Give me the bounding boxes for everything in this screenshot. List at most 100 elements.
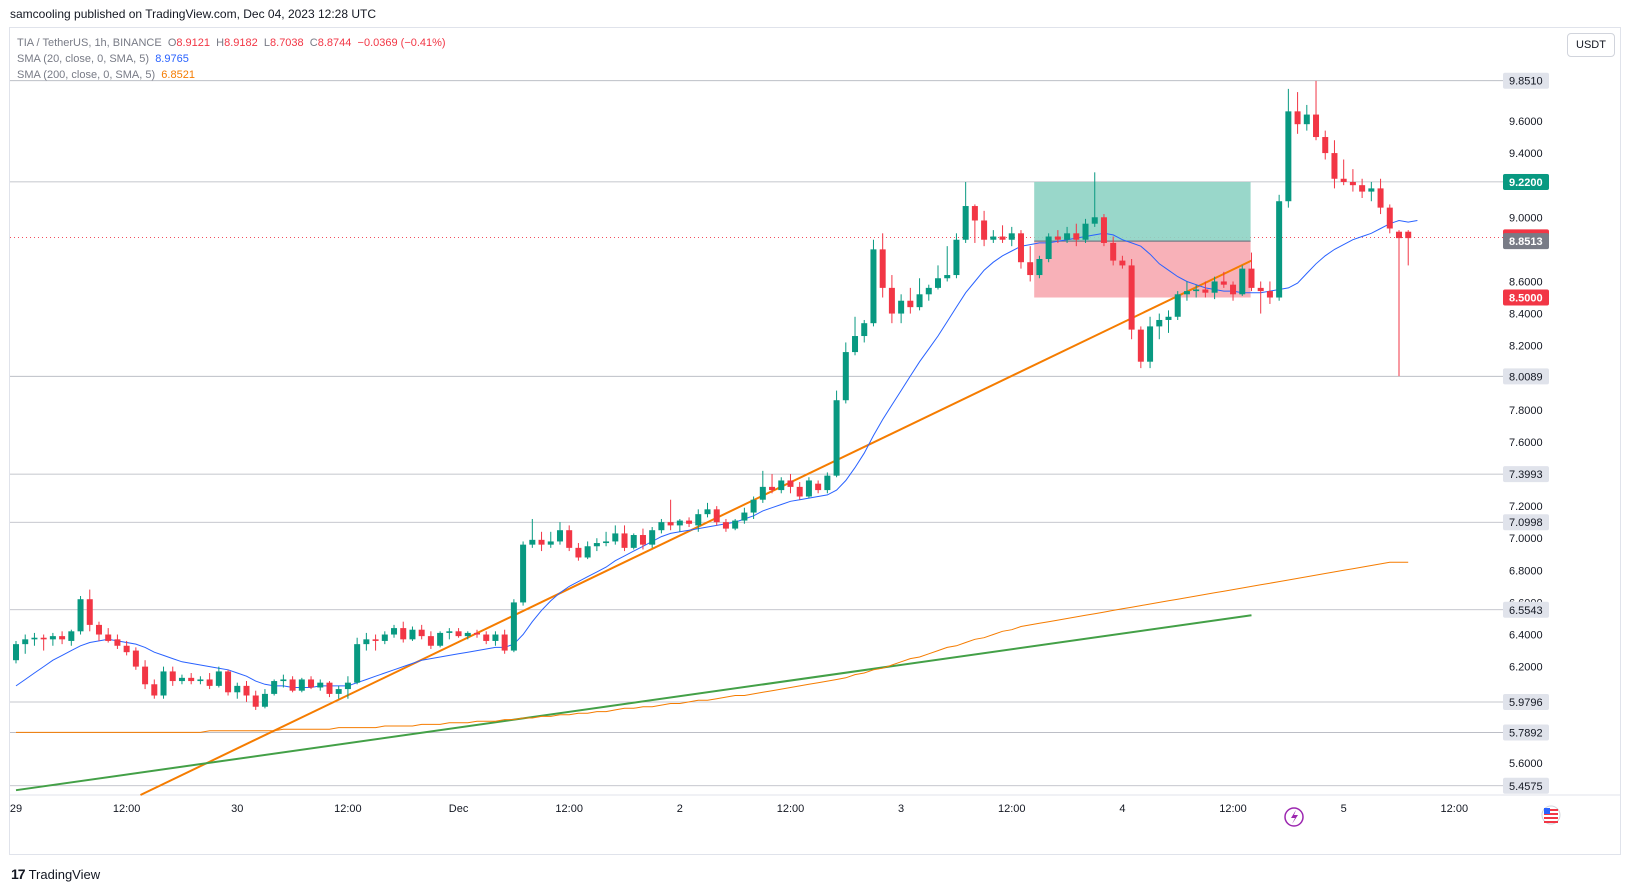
- event-markers: [1284, 805, 1561, 827]
- currency-button[interactable]: USDT: [1567, 33, 1615, 57]
- y-tick-label: 8.6000: [1509, 276, 1543, 288]
- candle-body: [188, 677, 195, 682]
- candle-body: [621, 533, 628, 548]
- symbol-label[interactable]: TIA / TetherUS, 1h, BINANCE: [17, 37, 162, 49]
- candle-body: [1285, 111, 1292, 202]
- sma200-row[interactable]: SMA (200, close, 0, SMA, 5) 6.8521: [17, 67, 446, 83]
- level-label-box: [1503, 466, 1549, 483]
- candle-body: [1294, 111, 1301, 125]
- level-label-box: [1503, 72, 1549, 89]
- candle-body: [1082, 223, 1089, 240]
- candle-body: [778, 480, 785, 491]
- candle-body: [593, 543, 600, 547]
- x-tick-label: 12:00: [113, 803, 141, 815]
- candle-body: [815, 483, 822, 491]
- candle-body: [132, 650, 139, 667]
- high-value: 8.9182: [224, 37, 258, 49]
- candle-body: [1211, 281, 1218, 293]
- trendlines: [15, 259, 1252, 796]
- candle-body: [298, 679, 305, 691]
- candle-body: [1036, 258, 1043, 276]
- candle-body: [160, 671, 167, 696]
- candle-body: [243, 685, 250, 696]
- candle-body: [400, 628, 407, 640]
- candle-body: [1193, 289, 1200, 292]
- candle-body: [888, 287, 895, 314]
- candle-body: [833, 400, 840, 476]
- x-tick-label: 2: [677, 803, 683, 815]
- tradingview-brand[interactable]: 17 TradingView: [11, 866, 100, 882]
- candle-body: [95, 624, 102, 635]
- x-tick-label: 4: [1119, 803, 1125, 815]
- price-badge: [1503, 289, 1549, 306]
- candle-body: [556, 530, 563, 542]
- candle-body: [787, 480, 794, 487]
- price-badge-label: 8.8513: [1509, 236, 1543, 248]
- sma20-label: SMA (20, close, 0, SMA, 5): [17, 53, 150, 65]
- candle-body: [1174, 294, 1181, 317]
- candle-body: [391, 628, 398, 635]
- candle-body: [261, 693, 268, 707]
- candle-body: [741, 512, 748, 521]
- candle-body: [1405, 231, 1412, 239]
- y-tick-label: 6.2000: [1509, 662, 1543, 674]
- candle-body: [225, 671, 232, 693]
- y-tick-label: 7.6000: [1509, 437, 1543, 449]
- lightning-event-icon[interactable]: [1284, 807, 1304, 827]
- candle-body: [962, 206, 969, 240]
- sma20-value: 8.9765: [155, 53, 189, 65]
- candle-body: [1156, 319, 1163, 327]
- candle-body: [289, 679, 296, 691]
- level-label: 5.4575: [1509, 781, 1543, 793]
- sma20-row[interactable]: SMA (20, close, 0, SMA, 5) 8.9765: [17, 51, 446, 67]
- x-tick-label: 12:00: [1441, 803, 1469, 815]
- candle-body: [510, 602, 517, 651]
- candle-body: [667, 522, 674, 526]
- candle-body: [427, 636, 434, 646]
- x-tick-label: 12:00: [998, 803, 1026, 815]
- level-label-box: [1503, 724, 1549, 741]
- x-tick-label: 30: [231, 803, 243, 815]
- candle-body: [722, 522, 729, 529]
- candle-body: [68, 631, 75, 641]
- candle-body: [1054, 236, 1061, 240]
- candle-body: [1165, 316, 1172, 320]
- x-tick-label: 12:00: [1219, 803, 1247, 815]
- candle-body: [77, 599, 84, 632]
- candle-body: [354, 644, 361, 683]
- candle-body: [1276, 201, 1283, 298]
- y-tick-label: 8.4000: [1509, 309, 1543, 321]
- candle-body: [566, 530, 573, 548]
- candle-body: [898, 300, 905, 314]
- candle-body: [22, 639, 29, 645]
- candle-body: [326, 682, 333, 694]
- price-badge-label: 9.2200: [1509, 177, 1543, 189]
- candle-body: [1331, 153, 1338, 179]
- candle-body: [418, 629, 425, 637]
- candle-body: [971, 206, 978, 221]
- candle-body: [732, 520, 739, 529]
- candle-body: [49, 636, 56, 640]
- level-label: 9.8510: [1509, 76, 1543, 88]
- chart-frame: [9, 27, 1621, 855]
- candle-body: [538, 539, 545, 545]
- sma20-line: [15, 219, 1418, 688]
- candle-body: [372, 639, 379, 641]
- candle-body: [676, 520, 683, 526]
- candle-body: [252, 695, 259, 707]
- candle-body: [907, 300, 914, 308]
- candle-body: [981, 220, 988, 240]
- candle-body: [501, 634, 508, 651]
- candle-body: [271, 681, 278, 694]
- candle-body: [178, 677, 185, 682]
- trendline-green: [15, 614, 1252, 792]
- us-flag-icon[interactable]: [1541, 805, 1561, 825]
- level-label-box: [1503, 514, 1549, 531]
- candle-body: [1359, 185, 1366, 192]
- candle-body: [1091, 217, 1098, 224]
- close-value: 8.8744: [317, 37, 352, 49]
- grid-layer: [10, 80, 1621, 796]
- candle-body: [649, 530, 656, 545]
- candle-body: [925, 287, 932, 295]
